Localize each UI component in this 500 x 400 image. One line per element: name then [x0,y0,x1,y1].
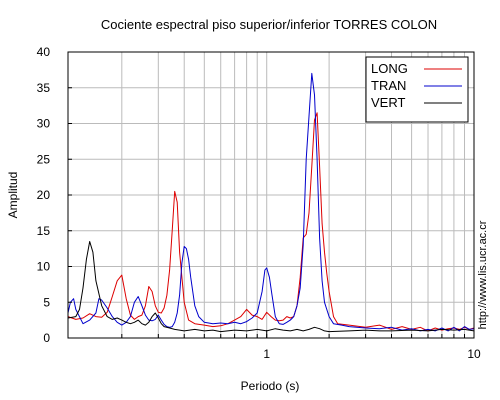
legend: LONG TRAN VERT [365,56,469,123]
y-tick-label: 20 [37,188,51,202]
series-lines [67,72,475,333]
legend-box [365,56,469,123]
series-line-tran [67,72,475,332]
legend-label-tran: TRAN [371,78,406,93]
y-tick-label: 5 [43,295,50,309]
x-tick-label: 1 [263,347,270,361]
watermark-url: http://www.lis.ucr.ac.cr [477,220,489,329]
y-tick-label: 35 [37,81,51,95]
y-tick-label: 40 [37,45,51,59]
y-axis-title: Amplitud [6,172,20,219]
y-tick-label: 25 [37,152,51,166]
y-tick-label: 10 [37,260,51,274]
chart-title: Cociente espectral piso superior/inferio… [101,17,437,32]
series-line-vert [67,241,475,333]
legend-label-vert: VERT [371,95,405,110]
axes: 0 5 10 15 20 25 30 35 40 1 10 [37,45,481,361]
y-tick-label: 30 [37,117,51,131]
x-axis-title: Periodo (s) [241,379,300,393]
legend-label-long: LONG [371,61,408,76]
series-line-long [67,112,475,332]
x-tick-label: 10 [467,347,481,361]
y-tick-label: 0 [43,331,50,345]
y-tick-label: 15 [37,224,51,238]
